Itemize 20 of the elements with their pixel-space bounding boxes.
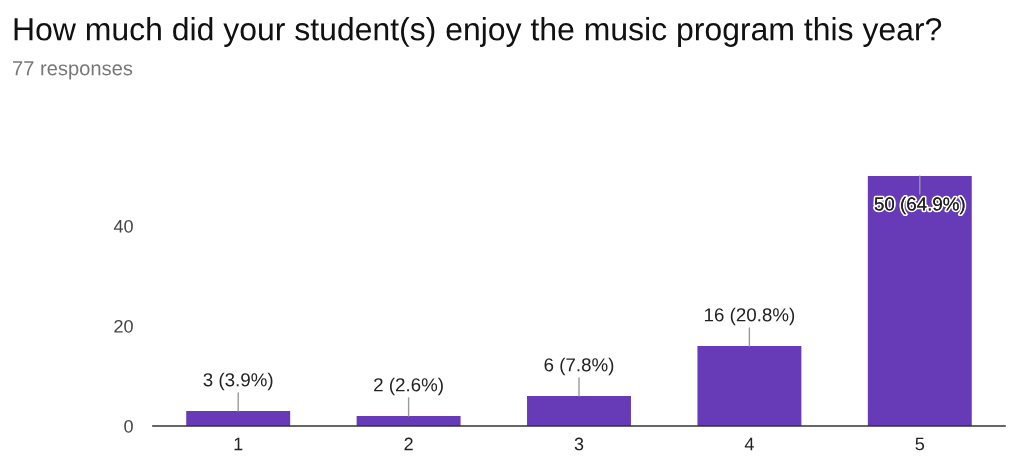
- x-tick-label: 5: [915, 437, 925, 451]
- x-tick-label: 2: [404, 437, 413, 451]
- chart-subtitle: 77 responses: [13, 61, 133, 80]
- data-label: 16 (20.8%): [704, 307, 795, 326]
- data-label: 2 (2.6%): [374, 377, 443, 396]
- data-label: 50 (64.9%): [874, 196, 965, 215]
- bar: [356, 416, 461, 426]
- bar: [186, 411, 291, 426]
- bar: [697, 346, 802, 426]
- data-label: 6 (7.8%): [544, 357, 614, 376]
- x-tick-label: 4: [744, 437, 754, 451]
- y-tick-label: 20: [114, 319, 133, 333]
- bar: [867, 176, 972, 426]
- chart-title: How much did your student(s) enjoy the music program this year?: [14, 17, 942, 47]
- x-tick-label: 3: [574, 437, 584, 451]
- bar: [527, 396, 631, 426]
- y-tick-label: 40: [113, 219, 133, 233]
- x-tick-label: 1: [234, 437, 243, 451]
- y-tick-label: 0: [124, 419, 133, 433]
- data-label: 3 (3.9%): [203, 372, 273, 391]
